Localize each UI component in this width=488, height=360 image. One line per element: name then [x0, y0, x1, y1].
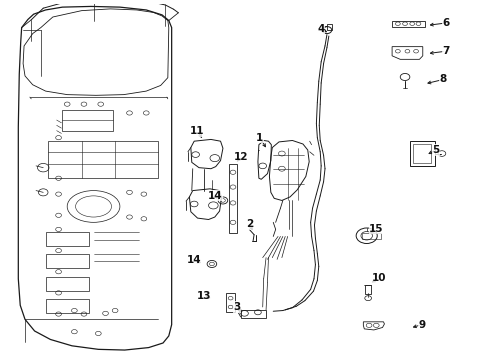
Bar: [226, 293, 234, 312]
Bar: [240, 310, 265, 318]
Bar: [45, 254, 89, 268]
Bar: [391, 21, 424, 27]
Text: 8: 8: [439, 75, 446, 85]
Bar: [409, 141, 434, 166]
Text: 5: 5: [432, 145, 439, 155]
Bar: [365, 285, 370, 294]
Text: 12: 12: [233, 152, 247, 162]
Text: 3: 3: [233, 302, 241, 312]
Bar: [228, 164, 237, 233]
Text: 9: 9: [417, 320, 425, 330]
Text: 6: 6: [441, 18, 448, 28]
Bar: [62, 110, 112, 131]
Bar: [361, 233, 380, 239]
Bar: [326, 24, 331, 30]
Text: 2: 2: [245, 219, 252, 229]
Bar: [412, 144, 430, 163]
Bar: [45, 232, 89, 246]
Text: 11: 11: [190, 126, 204, 136]
Text: 1: 1: [256, 133, 263, 143]
Text: 7: 7: [441, 46, 448, 56]
Text: 10: 10: [371, 273, 385, 283]
Text: 14: 14: [186, 256, 201, 265]
Bar: [48, 141, 158, 178]
Bar: [45, 277, 89, 291]
Text: 4: 4: [317, 24, 324, 34]
Text: 13: 13: [196, 291, 211, 301]
Text: 15: 15: [368, 224, 383, 234]
Text: 14: 14: [207, 191, 222, 201]
Bar: [45, 299, 89, 313]
